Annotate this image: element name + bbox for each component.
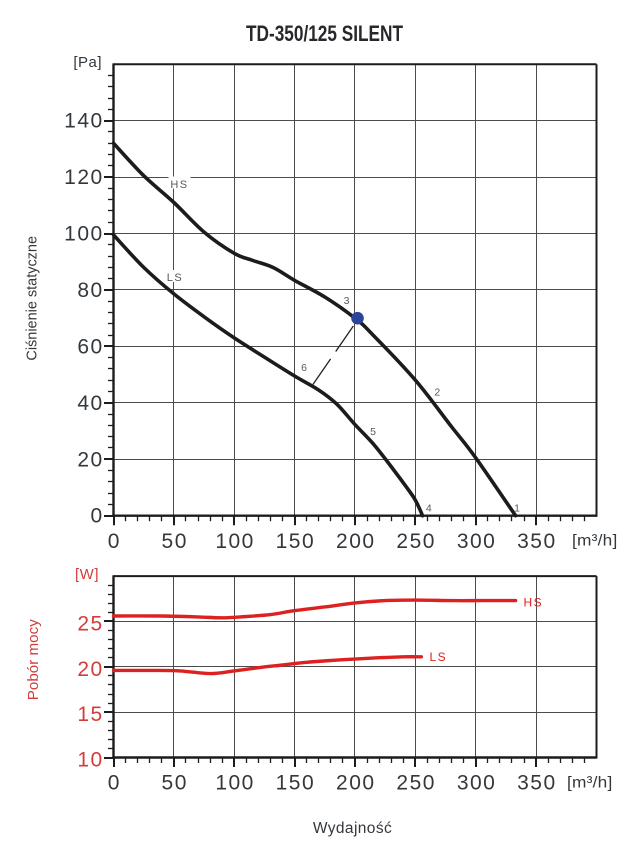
svg-text:Pobór mocy: Pobór mocy bbox=[26, 618, 42, 700]
svg-text:100: 100 bbox=[215, 530, 255, 553]
svg-text:200: 200 bbox=[336, 771, 376, 794]
svg-text:300: 300 bbox=[457, 530, 497, 553]
svg-text:3: 3 bbox=[344, 295, 350, 307]
svg-text:150: 150 bbox=[276, 771, 316, 794]
svg-text:HS: HS bbox=[170, 179, 188, 191]
svg-text:Wydajność: Wydajność bbox=[313, 820, 392, 837]
svg-text:20: 20 bbox=[77, 658, 103, 681]
svg-text:200: 200 bbox=[336, 530, 376, 553]
svg-text:50: 50 bbox=[162, 771, 188, 794]
svg-text:LS: LS bbox=[167, 272, 183, 284]
svg-text:120: 120 bbox=[64, 166, 104, 189]
svg-text:1: 1 bbox=[514, 503, 520, 515]
svg-text:10: 10 bbox=[77, 749, 103, 772]
svg-text:TD-350/125 SILENT: TD-350/125 SILENT bbox=[246, 21, 403, 46]
svg-text:[Pa]: [Pa] bbox=[73, 54, 102, 71]
svg-text:2: 2 bbox=[434, 386, 440, 398]
svg-text:100: 100 bbox=[215, 771, 255, 794]
svg-text:15: 15 bbox=[77, 703, 103, 726]
svg-text:25: 25 bbox=[77, 613, 103, 636]
svg-text:Ciśnienie statyczne: Ciśnienie statyczne bbox=[25, 236, 41, 361]
svg-text:50: 50 bbox=[162, 530, 188, 553]
svg-text:HS: HS bbox=[524, 595, 544, 609]
svg-text:0: 0 bbox=[108, 530, 121, 553]
svg-text:[m³/h]: [m³/h] bbox=[567, 775, 613, 792]
svg-text:140: 140 bbox=[64, 110, 104, 133]
svg-text:LS: LS bbox=[430, 650, 448, 664]
svg-text:40: 40 bbox=[77, 392, 103, 415]
svg-text:250: 250 bbox=[396, 771, 436, 794]
svg-text:150: 150 bbox=[276, 530, 316, 553]
svg-text:6: 6 bbox=[301, 362, 307, 374]
svg-text:0: 0 bbox=[108, 771, 121, 794]
svg-text:20: 20 bbox=[77, 448, 103, 471]
svg-text:0: 0 bbox=[91, 505, 104, 528]
svg-text:4: 4 bbox=[426, 503, 432, 515]
svg-text:100: 100 bbox=[64, 223, 104, 246]
svg-text:5: 5 bbox=[370, 426, 376, 438]
svg-text:250: 250 bbox=[396, 530, 436, 553]
svg-text:60: 60 bbox=[77, 335, 103, 358]
svg-text:350: 350 bbox=[517, 771, 557, 794]
svg-text:300: 300 bbox=[457, 771, 497, 794]
svg-text:80: 80 bbox=[77, 279, 103, 302]
svg-text:350: 350 bbox=[517, 530, 557, 553]
svg-text:[m³/h]: [m³/h] bbox=[572, 533, 618, 550]
svg-text:[W]: [W] bbox=[75, 566, 99, 583]
